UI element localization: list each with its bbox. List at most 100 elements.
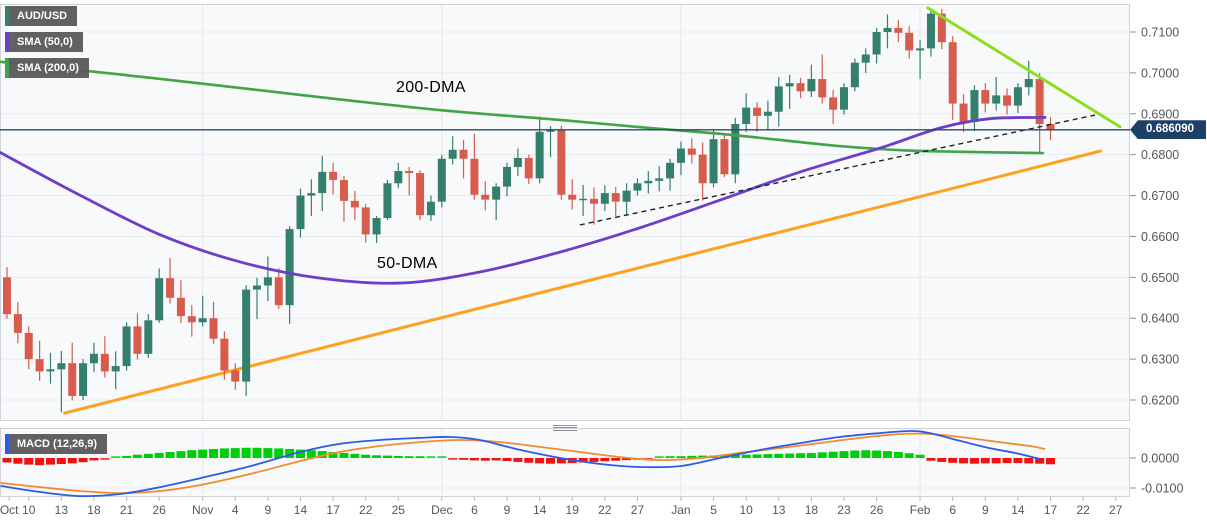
macd-bar bbox=[382, 455, 392, 458]
macd-histogram bbox=[2, 447, 1056, 466]
candle bbox=[459, 149, 468, 159]
candle bbox=[579, 198, 588, 201]
macd-bar bbox=[263, 448, 273, 458]
macd-bar bbox=[546, 458, 555, 464]
macd-bar bbox=[328, 452, 338, 458]
svg-text:13: 13 bbox=[55, 503, 69, 517]
candle bbox=[720, 139, 729, 175]
macd-bar bbox=[448, 458, 458, 460]
svg-text:0.6200: 0.6200 bbox=[1141, 394, 1179, 408]
macd-bar bbox=[1024, 458, 1034, 464]
candle bbox=[57, 363, 66, 370]
macd-series-color bbox=[5, 434, 9, 454]
svg-text:0.6400: 0.6400 bbox=[1141, 312, 1179, 326]
candle bbox=[155, 278, 164, 321]
candle bbox=[524, 157, 533, 179]
legend-symbol[interactable]: AUD/USD bbox=[5, 6, 78, 26]
macd-bar bbox=[13, 458, 23, 464]
legend-sma200-label: SMA (200,0) bbox=[17, 62, 79, 74]
sma50-line bbox=[0, 116, 1047, 285]
candle bbox=[350, 200, 359, 208]
candle bbox=[655, 178, 664, 181]
candle bbox=[13, 314, 22, 333]
svg-text:Dec: Dec bbox=[431, 503, 452, 517]
macd-bar bbox=[491, 458, 501, 461]
candle bbox=[1003, 95, 1012, 106]
macd-bar bbox=[480, 458, 490, 461]
macd-bar bbox=[469, 458, 479, 461]
svg-text:23: 23 bbox=[837, 503, 851, 517]
macd-bar bbox=[393, 455, 403, 458]
svg-text:22: 22 bbox=[1076, 503, 1090, 517]
macd-bar bbox=[622, 458, 632, 461]
macd-bar bbox=[426, 456, 436, 458]
candle bbox=[285, 229, 294, 306]
legend-sma50[interactable]: SMA (50,0) bbox=[5, 32, 83, 52]
candle bbox=[970, 90, 979, 122]
macd-bar bbox=[817, 452, 827, 458]
macd-bar bbox=[1035, 458, 1045, 464]
candle bbox=[79, 363, 88, 396]
legend-macd-label: MACD (12,26,9) bbox=[17, 438, 98, 450]
macd-bar bbox=[872, 450, 882, 458]
pane-resize-handle-icon[interactable] bbox=[553, 423, 577, 432]
svg-text:0.6800: 0.6800 bbox=[1141, 148, 1179, 162]
macd-bar bbox=[317, 451, 327, 458]
macd-bar bbox=[513, 458, 523, 462]
legend-sma200[interactable]: SMA (200,0) bbox=[5, 58, 89, 78]
candle bbox=[1013, 87, 1022, 106]
candle bbox=[209, 318, 218, 339]
candle bbox=[774, 86, 783, 112]
legend-sma50-label: SMA (50,0) bbox=[17, 36, 73, 48]
candle bbox=[24, 332, 33, 360]
candle bbox=[329, 171, 338, 181]
svg-text:-0.0100: -0.0100 bbox=[1141, 482, 1183, 496]
candle bbox=[220, 338, 229, 371]
macd-bar bbox=[959, 458, 969, 464]
macd-bar bbox=[665, 456, 675, 458]
candle bbox=[176, 297, 185, 317]
annotation-50dma: 50-DMA bbox=[377, 255, 438, 272]
candle bbox=[959, 103, 968, 122]
macd-bar bbox=[741, 454, 751, 458]
macd-bar bbox=[654, 456, 664, 458]
svg-text:0.6500: 0.6500 bbox=[1141, 271, 1179, 285]
svg-text:26: 26 bbox=[153, 503, 167, 517]
macd-bar bbox=[904, 453, 914, 458]
macd-bar bbox=[774, 453, 784, 458]
svg-text:9: 9 bbox=[982, 503, 989, 517]
svg-text:0.7000: 0.7000 bbox=[1141, 66, 1179, 80]
candle bbox=[231, 370, 240, 382]
date-axis[interactable]: Oct 10 13 18 21 26 Nov 4 9 14 17 22 25 Dec 6 9 14 19 22 27 J… bbox=[0, 497, 1123, 517]
macd-bar bbox=[132, 454, 142, 458]
svg-text:26: 26 bbox=[870, 503, 884, 517]
svg-text:0.6900: 0.6900 bbox=[1141, 107, 1179, 121]
legend-symbol-label: AUD/USD bbox=[17, 10, 68, 22]
macd-bar bbox=[295, 449, 305, 458]
candle bbox=[3, 277, 11, 315]
legend-macd[interactable]: MACD (12,26,9) bbox=[5, 434, 108, 454]
candle bbox=[68, 363, 77, 396]
candle bbox=[274, 277, 283, 306]
candle bbox=[35, 359, 44, 372]
macd-bar bbox=[45, 458, 55, 465]
price-axis[interactable]: 0.7100 0.7000 0.6900 0.6800 0.6700 0.6600 0.65… bbox=[1130, 26, 1179, 408]
candle bbox=[568, 194, 577, 200]
candle bbox=[742, 107, 751, 125]
candle bbox=[905, 32, 914, 51]
candle bbox=[622, 190, 631, 202]
candle bbox=[383, 183, 392, 219]
macd-bar bbox=[437, 456, 447, 458]
svg-text:0.7100: 0.7100 bbox=[1141, 26, 1179, 40]
macd-bar bbox=[893, 452, 903, 458]
resistance-trendline bbox=[926, 6, 1122, 129]
candle bbox=[318, 171, 327, 194]
macd-line bbox=[0, 430, 1040, 498]
candle bbox=[981, 90, 990, 104]
candle bbox=[589, 198, 598, 204]
macd-bar bbox=[687, 455, 697, 458]
macd-axis[interactable]: 0.0000 -0.0100 bbox=[1130, 452, 1183, 496]
candle bbox=[698, 154, 707, 184]
